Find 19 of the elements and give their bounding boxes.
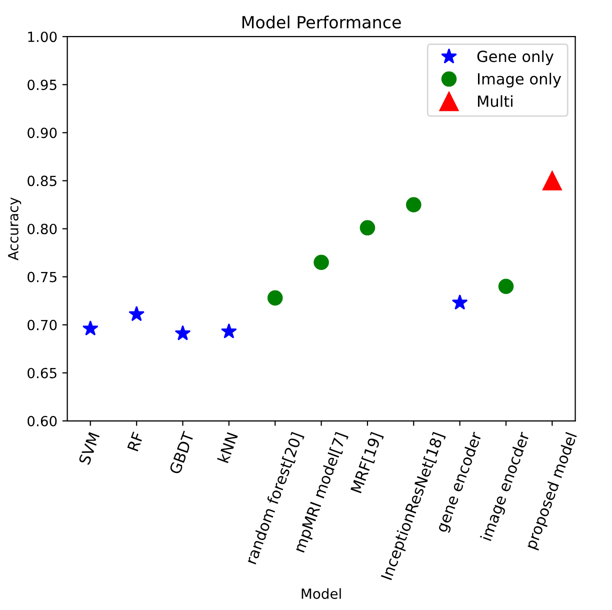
legend-label: Gene only [477, 50, 554, 66]
y-tick-label: 0.65 [28, 368, 56, 378]
x-tick-label: SVM [78, 432, 100, 466]
y-tick-label: 1.00 [28, 32, 57, 42]
y-tick-label: 0.80 [28, 224, 57, 234]
x-tick-label: RF [127, 432, 144, 452]
y-tick-label: 0.95 [28, 80, 56, 90]
x-tick-label: kNN [217, 432, 238, 464]
y-tick-label: 0.70 [28, 320, 57, 330]
y-tick-label: 0.85 [28, 176, 56, 186]
x-tick-label: GBDT [168, 430, 194, 475]
legend-label: Multi [478, 95, 512, 108]
x-axis-title: Model [302, 588, 341, 599]
y-tick-label: 0.75 [28, 272, 56, 282]
y-axis-title: Accuracy [8, 197, 22, 260]
chart-title: Model Performance [242, 16, 401, 29]
y-tick-label: 0.60 [28, 416, 57, 426]
y-tick-label: 0.90 [28, 128, 57, 138]
legend-label: Image only [478, 72, 562, 88]
